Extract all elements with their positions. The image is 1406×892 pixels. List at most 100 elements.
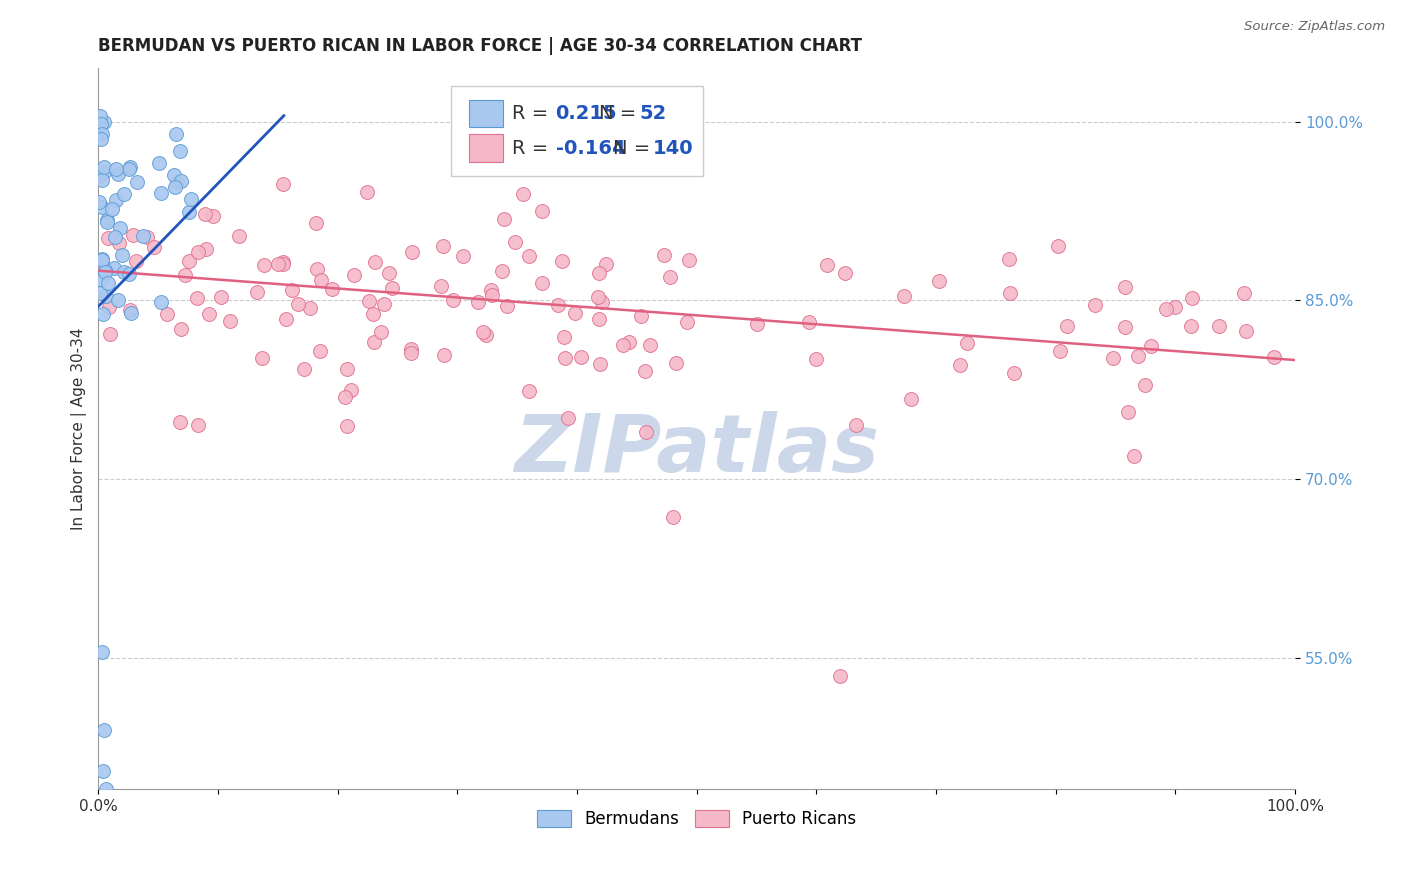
Point — [136, 229, 159, 244]
Point — [1114, 280, 1136, 294]
Text: 140: 140 — [652, 138, 693, 158]
Point — [209, 290, 232, 304]
Point — [195, 242, 218, 256]
Point — [588, 312, 610, 326]
Point — [90, 273, 112, 287]
Point — [292, 361, 315, 376]
Point — [201, 209, 224, 223]
Point — [1116, 405, 1139, 419]
Text: 0.215: 0.215 — [555, 103, 617, 123]
Point — [186, 291, 208, 305]
Point — [630, 309, 652, 323]
Point — [1263, 350, 1285, 364]
Point — [125, 174, 148, 188]
Point — [503, 235, 526, 249]
Point — [108, 235, 131, 250]
Point — [399, 342, 422, 356]
Point — [830, 669, 852, 683]
Point — [588, 290, 610, 304]
Point — [652, 248, 675, 262]
Point — [118, 268, 141, 282]
Point — [93, 114, 115, 128]
Point — [928, 274, 950, 288]
Point — [636, 425, 658, 439]
Point — [481, 287, 503, 301]
Point — [554, 351, 576, 365]
Point — [169, 145, 191, 159]
Point — [112, 187, 135, 202]
Point — [309, 344, 332, 359]
Point — [517, 249, 540, 263]
Point — [163, 168, 186, 182]
Point — [94, 263, 117, 277]
Point — [298, 301, 321, 316]
Point — [149, 186, 172, 201]
Point — [166, 175, 188, 189]
Point — [401, 346, 423, 360]
Point — [588, 266, 610, 280]
Point — [97, 231, 120, 245]
Point — [250, 351, 273, 365]
Point — [1154, 301, 1177, 316]
Point — [467, 295, 489, 310]
Point — [1004, 367, 1026, 381]
Point — [101, 202, 124, 216]
Point — [156, 307, 179, 321]
Point — [246, 285, 269, 300]
Point — [194, 206, 217, 220]
Point — [104, 193, 127, 207]
Point — [553, 330, 575, 344]
Point — [531, 203, 554, 218]
Point — [474, 328, 496, 343]
Point — [551, 253, 574, 268]
Point — [103, 260, 125, 275]
Point — [125, 254, 148, 268]
Point — [187, 244, 209, 259]
Point — [91, 252, 114, 266]
Text: R =: R = — [512, 103, 548, 123]
Legend: Bermudans, Puerto Ricans: Bermudans, Puerto Ricans — [530, 804, 863, 835]
Point — [94, 265, 117, 279]
Point — [321, 282, 343, 296]
Point — [815, 258, 838, 272]
Point — [89, 109, 111, 123]
Point — [662, 510, 685, 524]
Point — [496, 299, 519, 313]
Point — [120, 160, 142, 174]
Point — [198, 307, 221, 321]
Point — [96, 215, 118, 229]
Point — [799, 315, 821, 329]
Point — [267, 257, 290, 271]
Point — [432, 239, 454, 253]
Point — [1056, 319, 1078, 334]
Point — [89, 195, 111, 210]
Point — [271, 254, 294, 268]
Point — [491, 263, 513, 277]
Point — [96, 213, 118, 227]
FancyBboxPatch shape — [470, 135, 503, 161]
Point — [165, 127, 187, 141]
Text: BERMUDAN VS PUERTO RICAN IN LABOR FORCE | AGE 30-34 CORRELATION CHART: BERMUDAN VS PUERTO RICAN IN LABOR FORCE … — [98, 37, 862, 55]
Point — [359, 294, 381, 309]
Point — [949, 358, 972, 372]
Point — [481, 283, 503, 297]
Point — [104, 229, 127, 244]
Point — [591, 294, 613, 309]
Point — [676, 315, 699, 329]
Point — [492, 212, 515, 227]
Point — [998, 286, 1021, 301]
Point — [634, 364, 657, 378]
Point — [804, 352, 827, 367]
Point — [91, 764, 114, 779]
Point — [228, 229, 250, 244]
Point — [430, 279, 453, 293]
Point — [612, 338, 634, 352]
Point — [834, 266, 856, 280]
Point — [336, 362, 359, 376]
Point — [678, 252, 700, 267]
Point — [1101, 351, 1123, 366]
Text: N =: N = — [613, 138, 650, 158]
Point — [281, 283, 304, 297]
Point — [111, 248, 134, 262]
Point — [94, 782, 117, 797]
